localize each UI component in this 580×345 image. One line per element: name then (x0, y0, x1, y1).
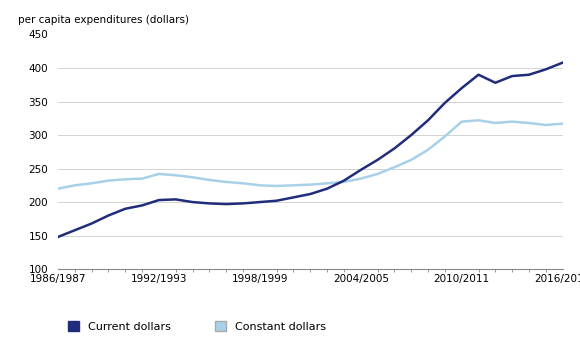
Legend: Current dollars, Constant dollars: Current dollars, Constant dollars (64, 317, 331, 336)
Text: per capita expenditures (dollars): per capita expenditures (dollars) (17, 15, 189, 25)
